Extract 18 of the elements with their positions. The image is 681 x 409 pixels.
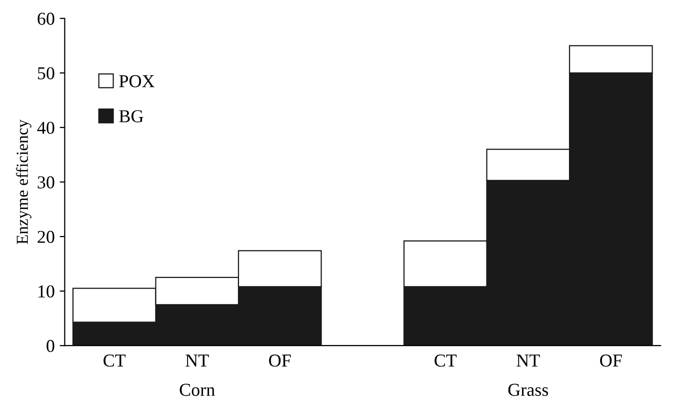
text: Corn	[180, 384, 215, 396]
x-tick-label: CT	[434, 354, 457, 367]
legend-label: BG	[119, 110, 144, 122]
y-axis-title: Enzyme efficiency	[16, 120, 32, 244]
x-tick-label: CT	[104, 354, 126, 367]
y-tick-label: 50	[38, 67, 54, 80]
y-tick-label: 0	[46, 340, 54, 352]
text: Grass	[508, 384, 548, 396]
y-tick-label: 10	[38, 285, 54, 298]
x-tick-label: OF	[269, 354, 291, 367]
x-tick-label: NT	[186, 354, 209, 366]
legend-label: POX	[119, 75, 154, 88]
x-tick-label: NT	[516, 354, 540, 366]
y-tick-label: 30	[38, 176, 54, 188]
y-tick-label: 60	[38, 12, 54, 25]
x-tick-label: OF	[600, 354, 622, 367]
y-tick-label: 40	[37, 122, 54, 134]
y-tick-label: 20	[38, 230, 54, 243]
